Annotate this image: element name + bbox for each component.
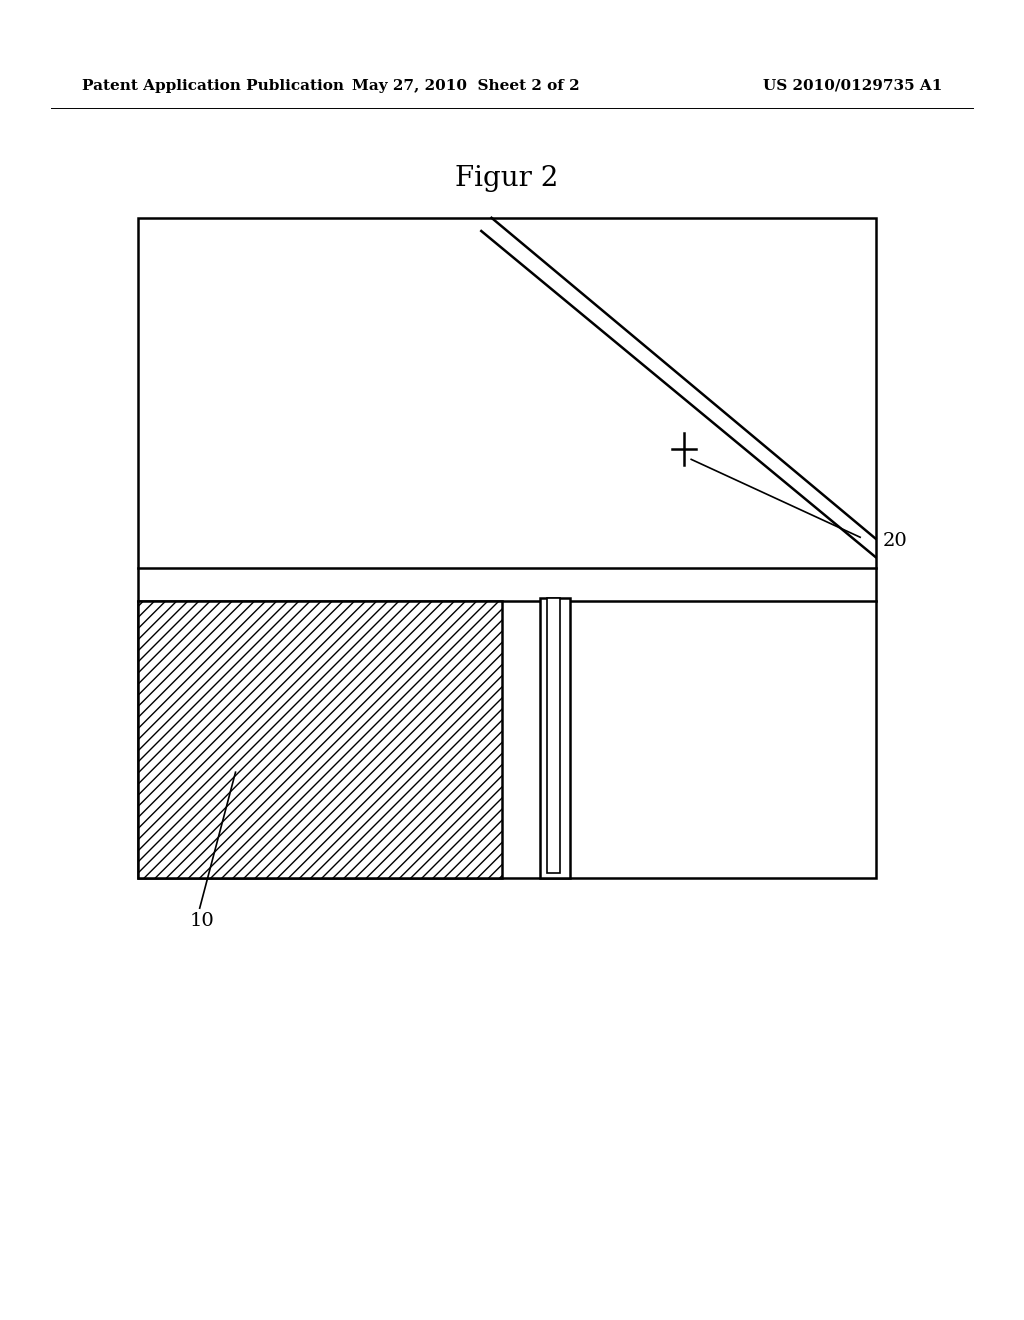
Bar	[138, 601, 502, 878]
Text: 10: 10	[189, 912, 214, 931]
Text: 20: 20	[883, 532, 907, 550]
Bar	[540, 598, 570, 878]
Text: Figur 2: Figur 2	[456, 165, 558, 191]
Text: US 2010/0129735 A1: US 2010/0129735 A1	[763, 79, 942, 92]
Bar	[138, 218, 876, 878]
Bar	[547, 598, 560, 873]
Text: May 27, 2010  Sheet 2 of 2: May 27, 2010 Sheet 2 of 2	[352, 79, 580, 92]
Text: Patent Application Publication: Patent Application Publication	[82, 79, 344, 92]
